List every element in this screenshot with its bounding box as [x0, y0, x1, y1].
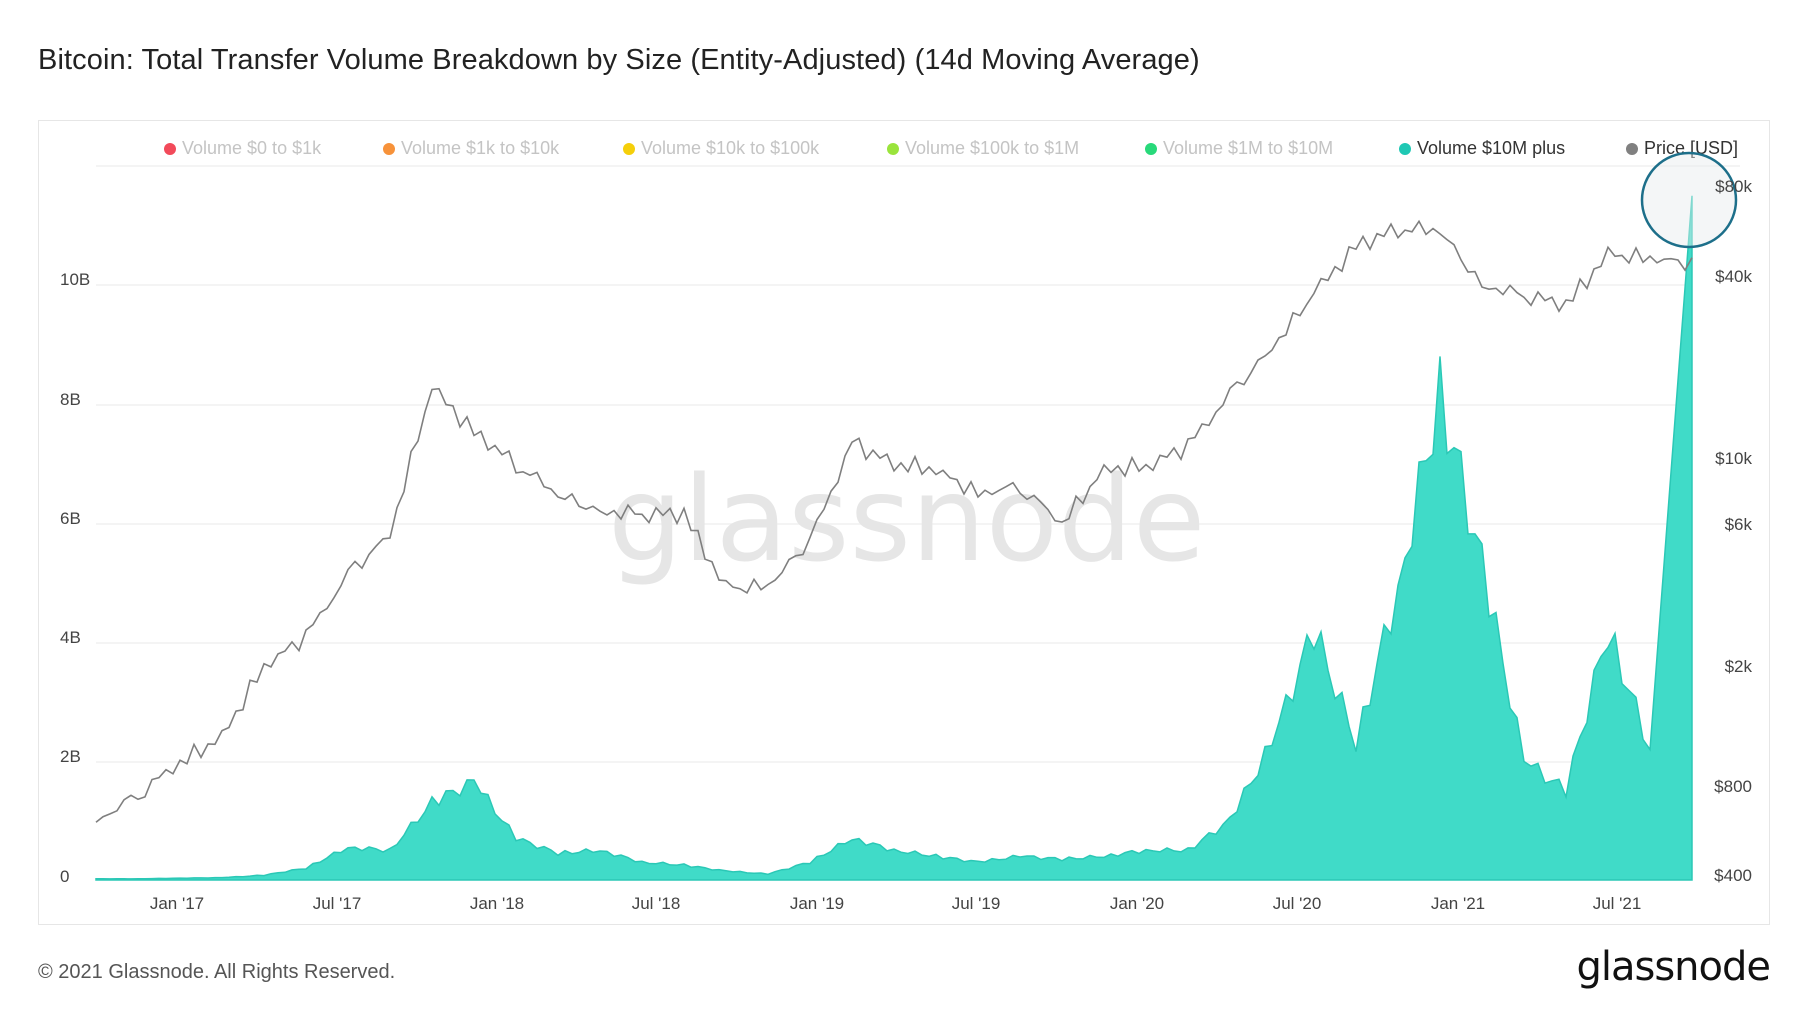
- y-left-tick: 10B: [60, 270, 90, 289]
- chart-title: Bitcoin: Total Transfer Volume Breakdown…: [38, 44, 1200, 76]
- y-right-tick: $2k: [1725, 657, 1753, 676]
- y-left-tick: 0: [60, 867, 69, 886]
- legend-item-volume-100k-1m[interactable]: Volume $100k to $1M: [887, 138, 1079, 159]
- x-tick: Jul '20: [1273, 894, 1322, 913]
- legend-label: Volume $100k to $1M: [905, 138, 1080, 158]
- volume-10m-plus-area[interactable]: [95, 195, 1693, 881]
- y-left-tick: 6B: [60, 509, 81, 528]
- legend-item-volume-1k-10k[interactable]: Volume $1k to $10k: [383, 138, 559, 159]
- y-left-tick: 8B: [60, 390, 81, 409]
- legend-item-volume-10k-100k[interactable]: Volume $10k to $100k: [623, 138, 819, 159]
- y-axis-right: $400 $800 $2k $6k $10k $40k $80k: [1714, 177, 1752, 885]
- y-right-tick: $10k: [1715, 449, 1752, 468]
- watermark: glassnode: [608, 450, 1205, 588]
- x-tick: Jan '17: [150, 894, 204, 913]
- x-tick: Jul '18: [632, 894, 681, 913]
- legend-item-volume-1m-10m[interactable]: Volume $1M to $10M: [1145, 138, 1333, 159]
- y-right-tick: $400: [1714, 866, 1752, 885]
- legend: Volume $0 to $1k Volume $1k to $10k Volu…: [0, 138, 1800, 162]
- legend-item-price-usd[interactable]: Price [USD]: [1626, 138, 1738, 159]
- y-right-tick: $800: [1714, 777, 1752, 796]
- x-tick: Jan '21: [1431, 894, 1485, 913]
- legend-label: Volume $10M plus: [1417, 138, 1566, 158]
- legend-label: Volume $10k to $100k: [641, 138, 820, 158]
- legend-dot-icon: [887, 142, 899, 155]
- legend-dot-icon: [1145, 142, 1157, 155]
- legend-dot-icon: [383, 142, 395, 155]
- x-tick: Jan '18: [470, 894, 524, 913]
- legend-item-volume-0-1k[interactable]: Volume $0 to $1k: [164, 138, 321, 159]
- legend-dot-icon: [1626, 142, 1638, 155]
- y-right-tick: $6k: [1725, 515, 1753, 534]
- highlight-circle-annotation: [1640, 151, 1738, 249]
- legend-dot-icon: [1399, 142, 1411, 155]
- legend-label: Volume $0 to $1k: [182, 138, 322, 158]
- price-usd-line[interactable]: [95, 219, 1693, 823]
- legend-label: Volume $1k to $10k: [401, 138, 560, 158]
- y-left-tick: 4B: [60, 628, 81, 647]
- x-tick: Jan '19: [790, 894, 844, 913]
- x-tick: Jul '21: [1593, 894, 1642, 913]
- y-axis-left: 0 2B 4B 6B 8B 10B: [60, 270, 90, 886]
- x-tick: Jul '17: [313, 894, 362, 913]
- x-axis: Jan '17 Jul '17 Jan '18 Jul '18 Jan '19 …: [150, 894, 1641, 913]
- legend-label: Price [USD]: [1644, 138, 1739, 158]
- copyright-text: © 2021 Glassnode. All Rights Reserved.: [38, 961, 396, 983]
- legend-label: Volume $1M to $10M: [1163, 138, 1334, 158]
- x-tick: Jan '20: [1110, 894, 1164, 913]
- y-left-tick: 2B: [60, 747, 81, 766]
- glassnode-logo: glassnode: [1576, 944, 1771, 990]
- y-right-tick: $80k: [1715, 177, 1752, 196]
- y-right-tick: $40k: [1715, 267, 1752, 286]
- legend-dot-icon: [623, 142, 635, 155]
- legend-item-volume-10m-plus[interactable]: Volume $10M plus: [1399, 138, 1565, 159]
- x-tick: Jul '19: [952, 894, 1001, 913]
- legend-dot-icon: [164, 142, 176, 155]
